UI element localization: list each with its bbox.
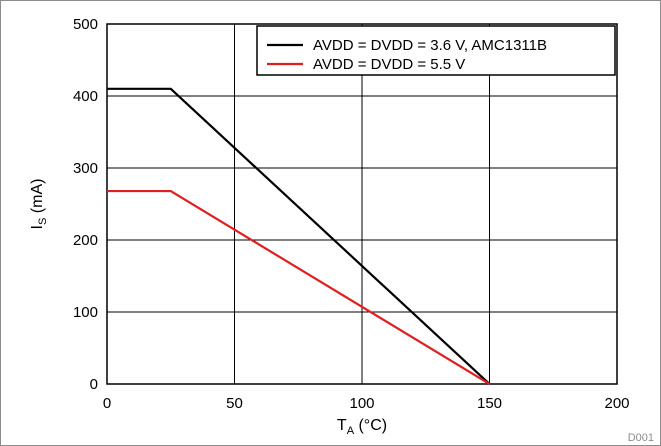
plot-area-border — [106, 23, 618, 385]
legend-label-series-0: AVDD = DVDD = 3.6 V, AMC1311B — [313, 37, 547, 54]
series-line-0 — [107, 87, 491, 385]
y-tick-label: 0 — [90, 376, 98, 393]
x-tick-label: 50 — [226, 395, 243, 412]
y-tick-label: 200 — [73, 232, 98, 249]
x-tick-label: 200 — [604, 395, 629, 412]
series-layer — [107, 87, 491, 385]
y-tick-label: 300 — [73, 160, 98, 177]
legend-box — [256, 25, 616, 76]
legend: AVDD = DVDD = 3.6 V, AMC1311B AVDD = DVD… — [256, 25, 616, 76]
x-tick-label: 100 — [349, 395, 374, 412]
x-tick-label: 150 — [477, 395, 502, 412]
y-tick-labels: 0 100 200 300 400 500 — [73, 16, 98, 393]
grid — [106, 23, 618, 385]
y-axis-label: IS (mA) — [29, 179, 49, 230]
x-tick-labels: 0 50 100 150 200 — [103, 395, 630, 412]
legend-label-series-1: AVDD = DVDD = 5.5 V — [313, 56, 465, 73]
graph-id-label: D001 — [628, 432, 654, 444]
x-axis-label: TA (°C) — [337, 417, 387, 437]
y-tick-label: 100 — [73, 304, 98, 321]
y-tick-label: 400 — [73, 88, 98, 105]
series-line-1 — [107, 189, 491, 385]
x-tick-label: 0 — [103, 395, 111, 412]
y-tick-label: 500 — [73, 16, 98, 33]
